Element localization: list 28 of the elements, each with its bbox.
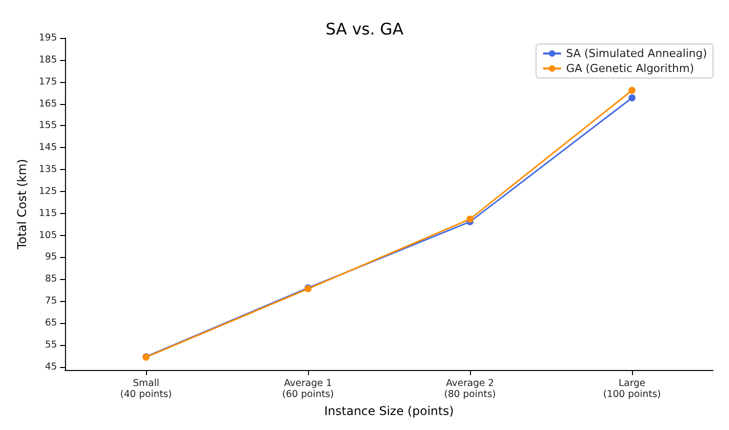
y-tick-label: 65 xyxy=(44,317,58,328)
y-tick-label: 135 xyxy=(38,164,58,176)
y-tick-label: 105 xyxy=(38,230,58,241)
y-tick-label: 45 xyxy=(44,361,58,372)
x-tick-label: Small (40 points) xyxy=(120,378,172,400)
y-axis-title: Total Cost (km) xyxy=(15,158,29,250)
x-axis-title: Instance Size (points) xyxy=(324,404,454,418)
point xyxy=(628,94,636,102)
legend-label: GA (Genetic Algorithm) xyxy=(566,62,694,75)
legend-label: SA (Simulated Annealing) xyxy=(566,47,708,60)
y-tick-label: 175 xyxy=(38,76,58,88)
y-tick-label: 145 xyxy=(38,142,58,154)
y-tick-label: 55 xyxy=(44,339,58,350)
y-tick-label: 155 xyxy=(38,120,58,132)
point xyxy=(466,216,474,223)
y-tick-label: 185 xyxy=(38,54,58,66)
x-tick-label: Average 1 (60 points) xyxy=(282,378,334,400)
x-tick-label: Large (100 points) xyxy=(603,378,661,400)
y-tick-label: 85 xyxy=(44,274,58,285)
y-tick-label: 165 xyxy=(38,98,58,110)
y-tick-label: 75 xyxy=(44,296,58,307)
x-tick-label: Average 2 (80 points) xyxy=(444,378,496,400)
y-tick-label: 95 xyxy=(44,252,58,263)
y-tick-label: 125 xyxy=(38,186,58,197)
chart-title: SA vs. GA xyxy=(326,20,404,38)
y-tick-label: 195 xyxy=(38,32,58,44)
y-tick-label: 115 xyxy=(38,208,58,219)
point xyxy=(628,86,636,94)
